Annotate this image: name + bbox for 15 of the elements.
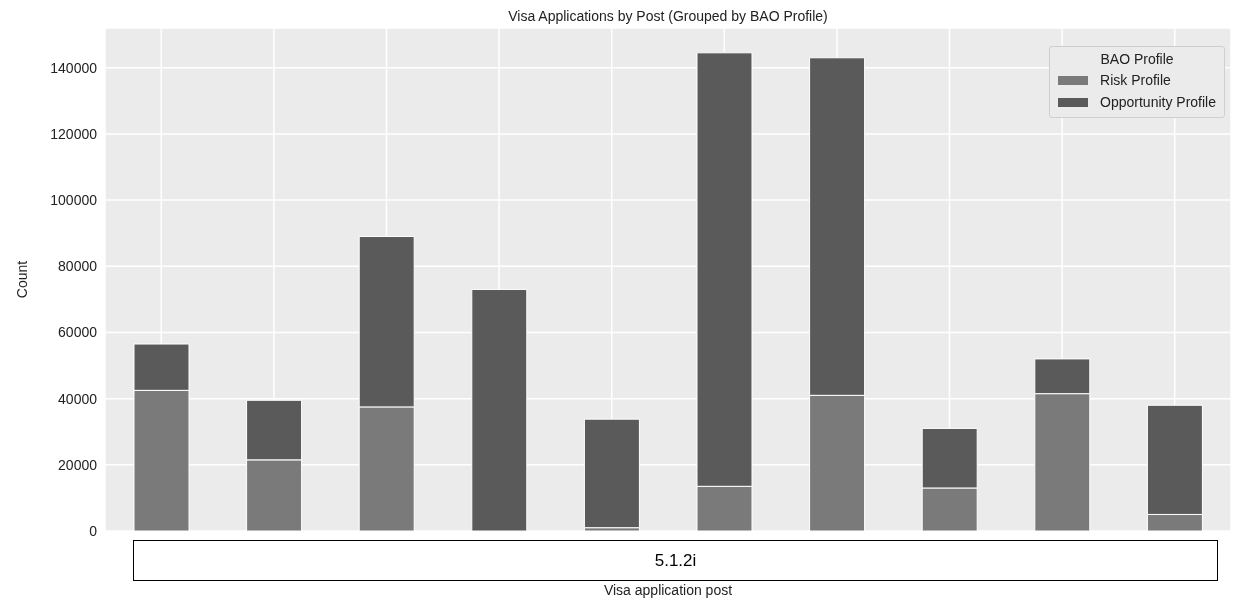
y-tick-label: 140000 <box>50 59 98 76</box>
legend-label: Risk Profile <box>1100 71 1171 90</box>
label-box: 5.1.2i <box>133 540 1218 581</box>
y-tick-label: 0 <box>89 522 98 539</box>
chart-title: Visa Applications by Post (Grouped by BAO Profile) <box>507 8 829 24</box>
y-tick-label: 80000 <box>58 258 98 275</box>
y-tick-label: 20000 <box>58 456 98 473</box>
y-tick-label: 120000 <box>50 125 98 142</box>
legend-label: Opportunity Profile <box>1100 93 1216 112</box>
x-axis-title: Visa application post <box>602 582 734 598</box>
y-axis-title: Count <box>13 260 30 299</box>
legend-title: BAO Profile <box>1099 51 1175 67</box>
y-tick-label: 60000 <box>58 324 98 341</box>
y-tick-label: 40000 <box>58 390 98 407</box>
y-tick-label: 100000 <box>50 192 98 209</box>
